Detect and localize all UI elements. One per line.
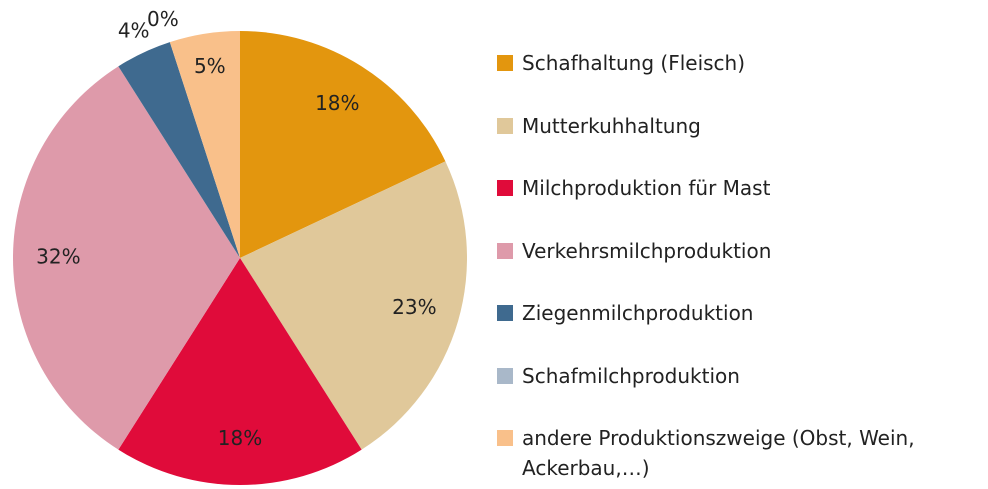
legend-item: Verkehrsmilchproduktion — [497, 236, 977, 299]
legend: Schafhaltung (Fleisch) Mutterkuhhaltung Mi… — [497, 48, 977, 486]
data-label: 32% — [36, 245, 80, 269]
legend-swatch — [497, 55, 513, 71]
legend-label: Schafmilchproduktion — [522, 363, 740, 388]
legend-item: Milchproduktion für Mast — [497, 173, 977, 236]
data-label: 4% — [118, 19, 150, 43]
legend-swatch — [497, 430, 513, 446]
slice — [169, 31, 240, 258]
data-label: 23% — [392, 295, 436, 319]
data-label: 0% — [147, 7, 179, 31]
legend-item: Mutterkuhhaltung — [497, 111, 977, 174]
legend-label: Schafhaltung (Fleisch) — [522, 51, 746, 75]
data-label: 18% — [218, 426, 262, 450]
legend-swatch — [497, 117, 513, 134]
slice — [240, 161, 467, 450]
legend-swatch — [497, 367, 513, 384]
data-label: 5% — [194, 54, 226, 78]
legend-swatch — [497, 242, 513, 259]
slice — [118, 42, 240, 259]
legend-item: Schafmilchproduktion — [497, 361, 977, 424]
legend-item: Ziegenmilchproduktion — [497, 298, 977, 361]
legend-label: Milchproduktion für Mast — [522, 176, 771, 200]
legend-item: andere Produktionszweige (Obst, Wein, Ac… — [497, 423, 977, 486]
legend-item: Schafhaltung (Fleisch) — [497, 48, 977, 111]
slice — [118, 258, 362, 485]
slice — [12, 66, 240, 450]
pie: 18% 23% 18% 32% 4%0% 5% — [12, 7, 467, 485]
legend-label: Ziegenmilchproduktion — [522, 301, 754, 325]
legend-label: Verkehrsmilchproduktion — [522, 238, 772, 263]
legend-swatch — [497, 180, 513, 196]
legend-label: Mutterkuhhaltung — [522, 113, 701, 138]
slice — [240, 31, 446, 258]
data-label: 18% — [315, 91, 359, 115]
legend-label: andere Produktionszweige (Obst, Wein, Ac… — [522, 426, 915, 480]
legend-swatch — [497, 305, 513, 321]
